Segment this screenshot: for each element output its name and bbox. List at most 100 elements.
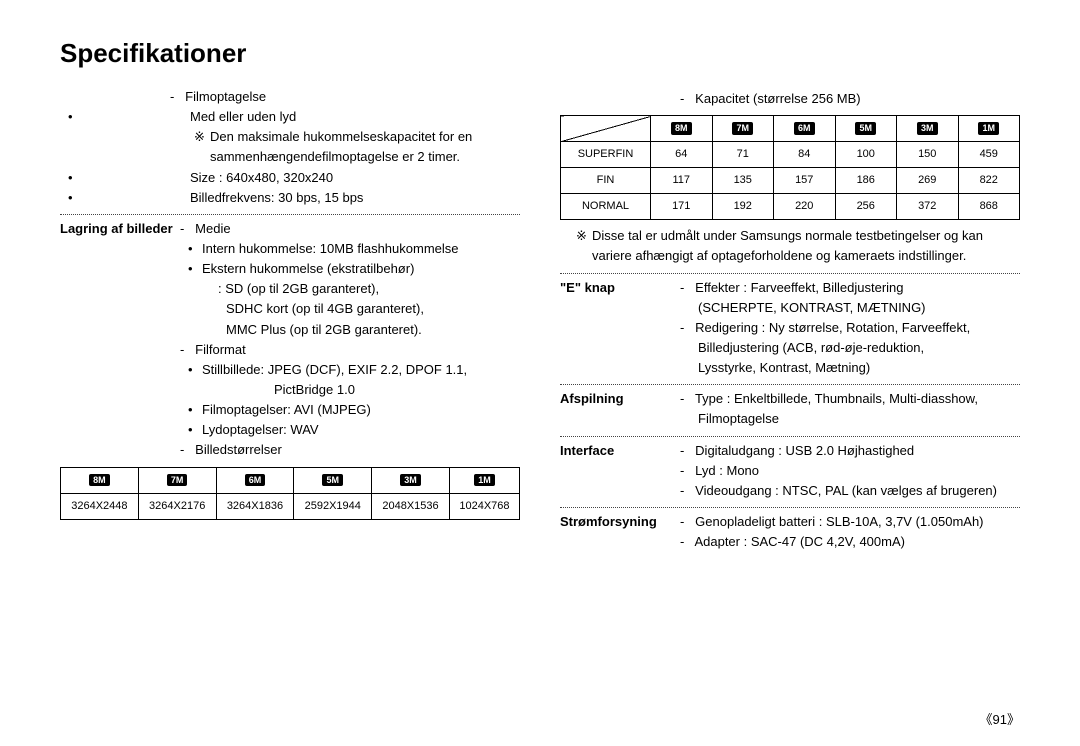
adapter-line: Adapter : SAC-47 (DC 4,2V, 400mA): [680, 532, 1020, 552]
cap-icon-8m: 8M: [671, 122, 692, 135]
note-max-capacity: Den maksimale hukommelseskapacitet for e…: [60, 127, 520, 167]
pictbridge-line: PictBridge 1.0: [180, 380, 520, 400]
lydoptagelser-line: Lydoptagelser: WAV: [180, 420, 520, 440]
red2-line: Billedjustering (ACB, rød-øje-reduktion,: [680, 338, 1020, 358]
cap-th-1: 7M: [712, 116, 774, 142]
separator-r1: [560, 273, 1020, 274]
interface-content: Digitaludgang : USB 2.0 Højhastighed Lyd…: [680, 441, 1020, 501]
lagring-content: Medie Intern hukommelse: 10MB flashhukom…: [180, 219, 520, 461]
ekstern-line: Ekstern hukommelse (ekstratilbehør): [180, 259, 520, 279]
cap-r0-label: SUPERFIN: [561, 142, 651, 168]
cap-icon-3m: 3M: [917, 122, 938, 135]
cap-th-5: 1M: [958, 116, 1020, 142]
icon-5m: 5M: [322, 474, 343, 487]
cap-r2-2: 220: [774, 194, 836, 220]
stillbillede-line: Stillbillede: JPEG (DCF), EXIF 2.2, DPOF…: [180, 360, 520, 380]
separator-r4: [560, 507, 1020, 508]
right-column: Kapacitet (størrelse 256 MB) 8M 7M 6M 5M…: [560, 87, 1020, 552]
cap-r2-label: NORMAL: [561, 194, 651, 220]
scherpte-line: (SCHERPTE, KONTRAST, MÆTNING): [680, 298, 1020, 318]
sdhc-line: SDHC kort (op til 4GB garanteret),: [180, 299, 520, 319]
kapacitet-spacer: [560, 89, 680, 109]
sd-line: : SD (op til 2GB garanteret),: [180, 279, 520, 299]
billedfrekvens-line: Billedfrekvens: 30 bps, 15 bps: [60, 188, 520, 208]
cap-r0-5: 459: [958, 142, 1020, 168]
size-th-2: 6M: [216, 467, 294, 493]
lagring-row: Lagring af billeder Medie Intern hukomme…: [60, 219, 520, 461]
cap-r0-2: 84: [774, 142, 836, 168]
icon-7m: 7M: [167, 474, 188, 487]
cap-row-2: NORMAL 171 192 220 256 372 868: [561, 194, 1020, 220]
digital-line: Digitaludgang : USB 2.0 Højhastighed: [680, 441, 1020, 461]
mmc-line: MMC Plus (op til 2GB garanteret).: [180, 320, 520, 340]
capacity-header: 8M 7M 6M 5M 3M 1M: [561, 116, 1020, 142]
eknap-label: "E" knap: [560, 278, 680, 379]
size-th-1: 7M: [138, 467, 216, 493]
cap-th-0: 8M: [651, 116, 713, 142]
cap-r1-3: 186: [835, 168, 897, 194]
strom-content: Genopladeligt batteri : SLB-10A, 3,7V (1…: [680, 512, 1020, 552]
size-th-0: 8M: [61, 467, 139, 493]
size-th-5: 1M: [449, 467, 519, 493]
cap-r1-5: 822: [958, 168, 1020, 194]
separator: [60, 214, 520, 215]
icon-3m: 3M: [400, 474, 421, 487]
lagring-label: Lagring af billeder: [60, 219, 180, 461]
capacity-table: 8M 7M 6M 5M 3M 1M SUPERFIN 64 71 84 100 …: [560, 115, 1020, 220]
size-td-4: 2048X1536: [372, 493, 450, 519]
cap-r2-4: 372: [897, 194, 959, 220]
afspilning-type: Type : Enkeltbillede, Thumbnails, Multi-…: [680, 389, 1020, 409]
cap-icon-6m: 6M: [794, 122, 815, 135]
cap-r1-4: 269: [897, 168, 959, 194]
medie-line: Medie: [180, 219, 520, 239]
cap-r2-3: 256: [835, 194, 897, 220]
diag-cell: [561, 116, 651, 142]
kapacitet-row: Kapacitet (størrelse 256 MB): [560, 89, 1020, 109]
cap-th-2: 6M: [774, 116, 836, 142]
size-line: Size : 640x480, 320x240: [60, 168, 520, 188]
eknap-content: Effekter : Farveeffekt, Billedjustering …: [680, 278, 1020, 379]
filmoptagelser-line: Filmoptagelser: AVI (MJPEG): [180, 400, 520, 420]
size-th-4: 3M: [372, 467, 450, 493]
cap-r1-2: 157: [774, 168, 836, 194]
kapacitet-line: Kapacitet (størrelse 256 MB): [680, 89, 1020, 109]
cap-r1-0: 117: [651, 168, 713, 194]
icon-8m: 8M: [89, 474, 110, 487]
interface-label: Interface: [560, 441, 680, 501]
size-td-5: 1024X768: [449, 493, 519, 519]
redigering-line: Redigering : Ny størrelse, Rotation, Far…: [680, 318, 1020, 338]
cap-r2-5: 868: [958, 194, 1020, 220]
med-uden-lyd: Med eller uden lyd: [60, 107, 520, 127]
intern-line: Intern hukommelse: 10MB flashhukommelse: [180, 239, 520, 259]
page-number: 《91》: [980, 709, 1020, 728]
eknap-row: "E" knap Effekter : Farveeffekt, Billedj…: [560, 278, 1020, 379]
cap-r1-1: 135: [712, 168, 774, 194]
cap-r2-1: 192: [712, 194, 774, 220]
size-td-0: 3264X2448: [61, 493, 139, 519]
columns: Filmoptagelse Med eller uden lyd Den mak…: [60, 87, 1020, 552]
separator-r2: [560, 384, 1020, 385]
size-table-row: 3264X2448 3264X2176 3264X1836 2592X1944 …: [61, 493, 520, 519]
cap-icon-5m: 5M: [855, 122, 876, 135]
strom-row: Strømforsyning Genopladeligt batteri : S…: [560, 512, 1020, 552]
cap-r1-label: FIN: [561, 168, 651, 194]
note-samsung: Disse tal er udmålt under Samsungs norma…: [560, 226, 1020, 266]
billedstorrelser-line: Billedstørrelser: [180, 440, 520, 460]
cap-r0-3: 100: [835, 142, 897, 168]
afspilning-type2: Filmoptagelse: [680, 409, 1020, 429]
cap-row-1: FIN 117 135 157 186 269 822: [561, 168, 1020, 194]
cap-icon-7m: 7M: [732, 122, 753, 135]
cap-icon-1m: 1M: [978, 122, 999, 135]
red3-line: Lysstyrke, Kontrast, Mætning): [680, 358, 1020, 378]
icon-6m: 6M: [245, 474, 266, 487]
afspilning-row: Afspilning Type : Enkeltbillede, Thumbna…: [560, 389, 1020, 429]
video-line: Videoudgang : NTSC, PAL (kan vælges af b…: [680, 481, 1020, 501]
cap-row-0: SUPERFIN 64 71 84 100 150 459: [561, 142, 1020, 168]
size-td-2: 3264X1836: [216, 493, 294, 519]
cap-r0-0: 64: [651, 142, 713, 168]
left-column: Filmoptagelse Med eller uden lyd Den mak…: [60, 87, 520, 552]
afspilning-label: Afspilning: [560, 389, 680, 429]
filmoptagelse-heading: Filmoptagelse: [60, 87, 520, 107]
icon-1m: 1M: [474, 474, 495, 487]
size-td-1: 3264X2176: [138, 493, 216, 519]
